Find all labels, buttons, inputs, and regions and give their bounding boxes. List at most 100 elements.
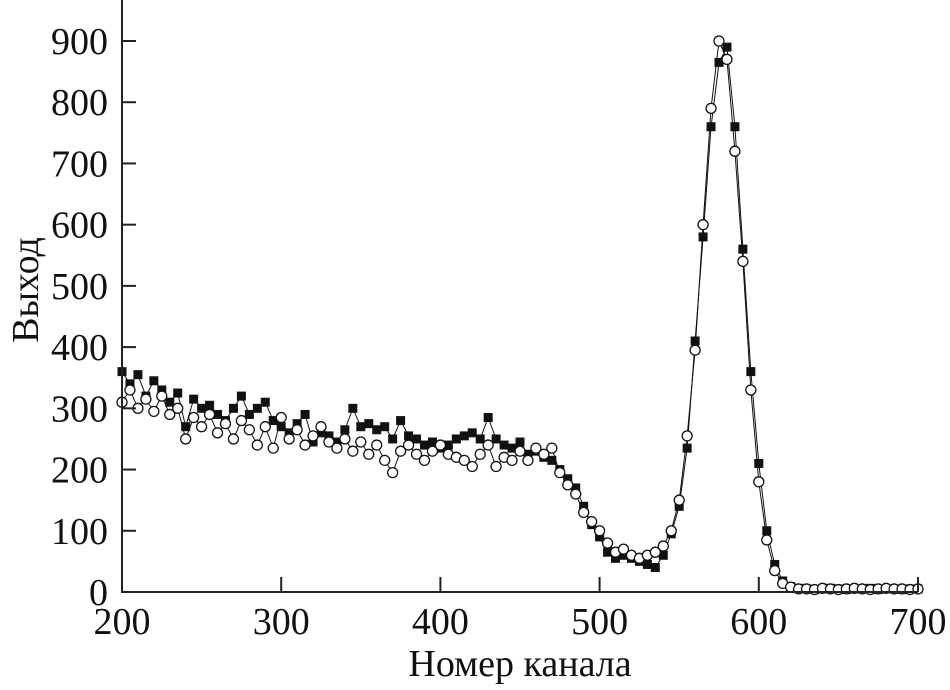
data-point-circle	[251, 439, 263, 451]
data-point-square	[316, 428, 326, 438]
data-point-square	[579, 501, 589, 511]
data-point-circle	[721, 53, 733, 66]
data-point-square	[236, 391, 246, 401]
data-point-circle	[617, 543, 630, 555]
x-tick-label: 300	[253, 601, 310, 643]
data-point-square	[388, 434, 398, 444]
data-point-circle	[466, 460, 478, 473]
data-point-square	[746, 367, 756, 377]
data-point-circle	[363, 448, 375, 460]
data-point-circle	[745, 384, 757, 396]
data-point-square	[730, 122, 740, 132]
data-point-square	[770, 559, 780, 569]
data-point-square	[451, 434, 461, 444]
data-point-circle	[243, 424, 256, 436]
data-point-square	[642, 559, 652, 569]
data-point-circle	[180, 433, 192, 445]
data-point-circle	[331, 442, 343, 454]
y-tick-label: 700	[51, 143, 108, 185]
data-point-circle	[164, 408, 176, 421]
data-point-circle	[140, 393, 152, 405]
data-point-square	[523, 449, 533, 459]
data-point-circle	[490, 460, 502, 473]
data-point-square	[467, 428, 477, 438]
data-point-square	[650, 563, 660, 573]
data-point-circle	[307, 430, 319, 442]
data-point-square	[507, 443, 517, 453]
data-point-circle	[275, 411, 287, 424]
data-point-square	[197, 403, 207, 413]
data-point-square	[364, 419, 374, 429]
data-point-circle	[156, 390, 168, 402]
data-point-square	[618, 550, 628, 560]
data-point-circle	[434, 439, 447, 451]
series-filled-square	[117, 42, 923, 595]
data-point-circle	[394, 445, 407, 457]
data-point-circle	[570, 488, 582, 500]
data-point-circle	[371, 439, 383, 451]
data-point-circle	[283, 433, 295, 445]
data-point-circle	[410, 448, 423, 460]
data-point-square	[292, 419, 302, 429]
x-axis-label: Номер канала	[408, 643, 631, 685]
data-point-square	[189, 394, 199, 404]
data-point-square	[404, 431, 414, 441]
data-point-square	[308, 437, 318, 447]
data-point-square	[682, 443, 692, 453]
data-point-circle	[323, 436, 335, 448]
x-tick-label: 700	[890, 601, 947, 643]
data-point-square	[252, 403, 262, 413]
series-layer	[116, 35, 924, 596]
data-point-circle	[259, 421, 271, 433]
data-point-circle	[713, 35, 725, 47]
data-point-square	[563, 474, 573, 484]
data-point-square	[372, 425, 382, 435]
data-point-circle	[657, 540, 669, 552]
data-point-square	[396, 416, 406, 426]
data-point-circle	[355, 436, 367, 448]
data-point-circle	[379, 454, 391, 467]
y-axis-label: Выход	[5, 237, 47, 343]
data-point-square	[443, 440, 453, 450]
data-point-square	[125, 379, 135, 389]
data-point-square	[133, 370, 143, 380]
data-point-square	[260, 397, 270, 407]
x-tick-label: 200	[94, 601, 151, 643]
data-point-square	[157, 385, 167, 395]
data-point-square	[762, 526, 772, 536]
y-tick-label: 900	[51, 21, 108, 63]
data-point-circle	[291, 424, 303, 436]
data-point-circle	[761, 534, 773, 546]
data-point-circle	[530, 442, 542, 454]
data-point-square	[149, 376, 159, 386]
data-point-square	[547, 455, 557, 465]
data-point-circle	[753, 476, 765, 488]
data-point-circle	[578, 506, 590, 519]
data-point-square	[722, 42, 732, 52]
data-point-circle	[195, 421, 208, 433]
data-point-circle	[538, 448, 550, 460]
data-point-square	[738, 244, 748, 254]
data-point-circle	[148, 405, 160, 418]
series-line	[121, 45, 918, 591]
data-point-circle	[347, 445, 359, 457]
data-point-square	[674, 501, 684, 511]
data-point-square	[714, 57, 724, 67]
data-point-square	[658, 550, 668, 560]
data-point-circle	[729, 145, 741, 157]
x-tick-label: 400	[412, 601, 469, 643]
data-point-square	[348, 403, 358, 413]
data-point-square	[356, 422, 366, 432]
data-point-square	[690, 336, 700, 346]
data-point-square	[412, 434, 422, 444]
y-tick-label: 800	[51, 82, 108, 124]
data-point-square	[205, 400, 215, 410]
data-point-circle	[514, 445, 526, 457]
data-point-square	[427, 437, 437, 447]
data-point-circle	[124, 384, 136, 396]
y-tick-label: 100	[51, 511, 108, 553]
data-point-circle	[426, 445, 439, 457]
data-point-circle	[737, 255, 749, 268]
data-point-square	[698, 232, 708, 242]
